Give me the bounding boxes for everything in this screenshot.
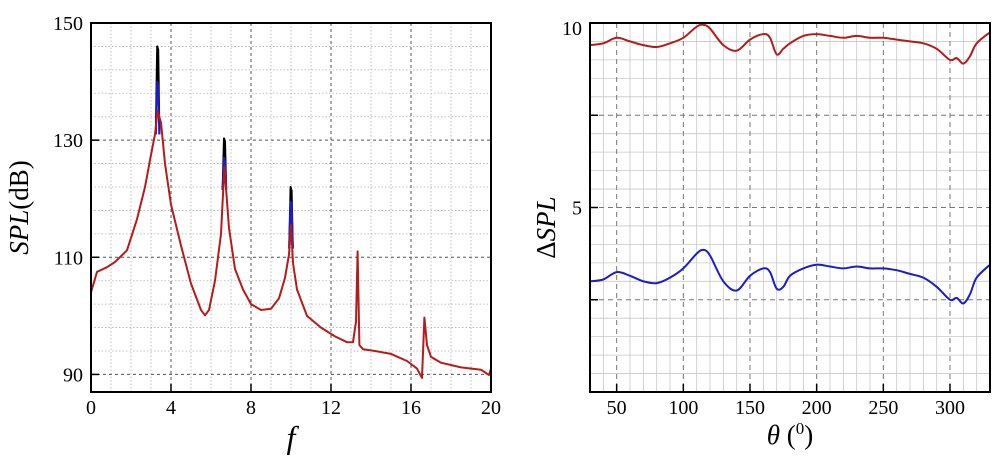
right-y-tick-label: 5 bbox=[572, 198, 582, 220]
spl-spectrum-plot: 0 4 8 12 16 20 90 110 130 150 f SPL(dB) bbox=[4, 13, 501, 455]
right-x-tick-label: 200 bbox=[802, 397, 832, 419]
right-y-tick-labels: 5 10 bbox=[562, 18, 582, 220]
right-y-label-delta: Δ bbox=[531, 241, 561, 258]
left-y-label-unit: (dB) bbox=[4, 160, 34, 210]
left-y-tick-labels: 90 110 130 150 bbox=[53, 13, 83, 386]
right-grid bbox=[590, 23, 991, 392]
left-plot-frame bbox=[90, 22, 492, 393]
left-x-tick-label: 0 bbox=[86, 397, 96, 419]
left-y-label-main: SPL bbox=[4, 210, 34, 255]
right-x-label-symbol: θ bbox=[767, 420, 780, 450]
right-x-tick-label: 300 bbox=[935, 397, 965, 419]
right-x-label-open: ( bbox=[780, 420, 796, 450]
left-y-axis-label: SPL(dB) bbox=[4, 160, 34, 255]
red-directivity-line bbox=[589, 23, 991, 65]
right-x-label-superscript: 0 bbox=[796, 419, 805, 438]
blue-spectrum-peak bbox=[288, 200, 294, 249]
left-x-tick-labels: 0 4 8 12 16 20 bbox=[86, 397, 501, 419]
blue-spectrum-peak bbox=[154, 80, 161, 135]
delta-spl-directivity-plot: 50 100 150 200 250 300 5 10 θ (0) ΔSPL bbox=[531, 18, 991, 450]
right-y-axis-label: ΔSPL bbox=[531, 196, 561, 258]
left-x-tick-label: 20 bbox=[481, 397, 501, 419]
left-x-tick-label: 12 bbox=[321, 397, 341, 419]
left-x-tick-label: 8 bbox=[246, 397, 256, 419]
right-x-tick-labels: 50 100 150 200 250 300 bbox=[607, 397, 965, 419]
blue-directivity-line bbox=[589, 248, 991, 305]
left-ticks bbox=[90, 22, 492, 392]
left-y-tick-label: 150 bbox=[53, 13, 83, 35]
left-x-axis-label: f bbox=[287, 419, 300, 455]
right-x-axis-label: θ (0) bbox=[767, 419, 814, 450]
right-x-tick-label: 250 bbox=[868, 397, 898, 419]
red-spectrum-line bbox=[90, 109, 492, 379]
left-series bbox=[90, 45, 492, 379]
right-y-tick-label: 10 bbox=[562, 18, 582, 40]
left-x-tick-label: 16 bbox=[401, 397, 421, 419]
right-y-label-main: SPL bbox=[531, 196, 561, 241]
right-ticks bbox=[590, 114, 951, 392]
right-x-tick-label: 100 bbox=[668, 397, 698, 419]
right-x-tick-label: 50 bbox=[607, 397, 627, 419]
left-y-tick-label: 130 bbox=[53, 130, 83, 152]
left-x-tick-label: 4 bbox=[166, 397, 176, 419]
right-x-tick-label: 150 bbox=[735, 397, 765, 419]
right-x-label-close: ) bbox=[804, 420, 813, 450]
left-y-tick-label: 110 bbox=[54, 247, 83, 269]
right-series bbox=[589, 23, 991, 305]
left-y-tick-label: 90 bbox=[63, 364, 83, 386]
